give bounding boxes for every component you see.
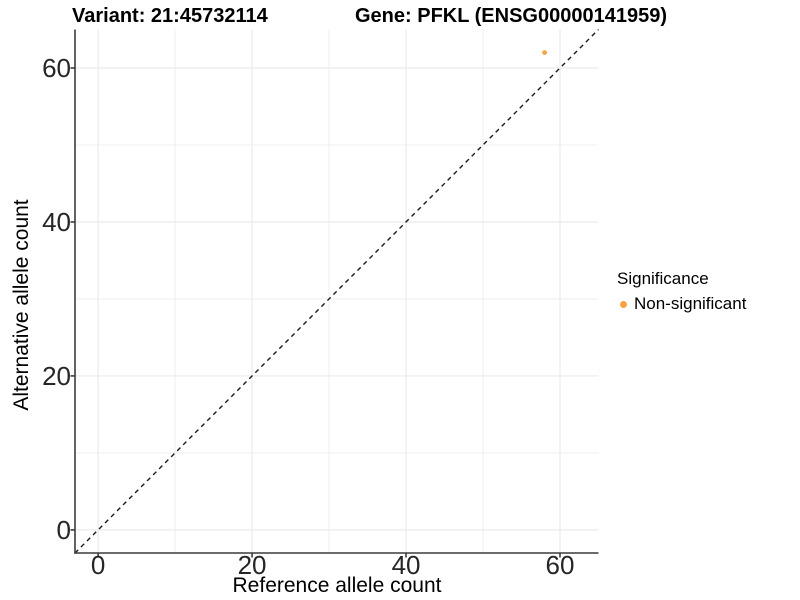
x-axis-label: Reference allele count [232, 574, 442, 597]
legend-item: Non-significant [617, 294, 746, 314]
plot-title-variant: Variant: 21:45732114 [72, 5, 268, 27]
legend: Significance Non-significant [617, 269, 746, 314]
y-tick-label: 60 [42, 52, 71, 83]
x-tick-label: 60 [545, 550, 575, 580]
plot-title-gene: Gene: PFKL (ENSG00000141959) [355, 5, 668, 27]
y-tick-label: 0 [56, 514, 71, 545]
legend-item-label: Non-significant [634, 294, 747, 313]
legend-point-icon [620, 300, 627, 308]
x-tick-label: 20 [237, 550, 267, 580]
legend-title: Significance [617, 269, 709, 288]
x-tick-label: 0 [90, 550, 106, 580]
y-tick-label: 20 [42, 360, 71, 391]
y-axis-label: Alternative allele count [10, 199, 33, 411]
identity-line [74, 29, 599, 554]
y-tick-label: 40 [42, 206, 71, 237]
data-point [542, 50, 548, 55]
x-tick-label: 40 [391, 550, 421, 580]
